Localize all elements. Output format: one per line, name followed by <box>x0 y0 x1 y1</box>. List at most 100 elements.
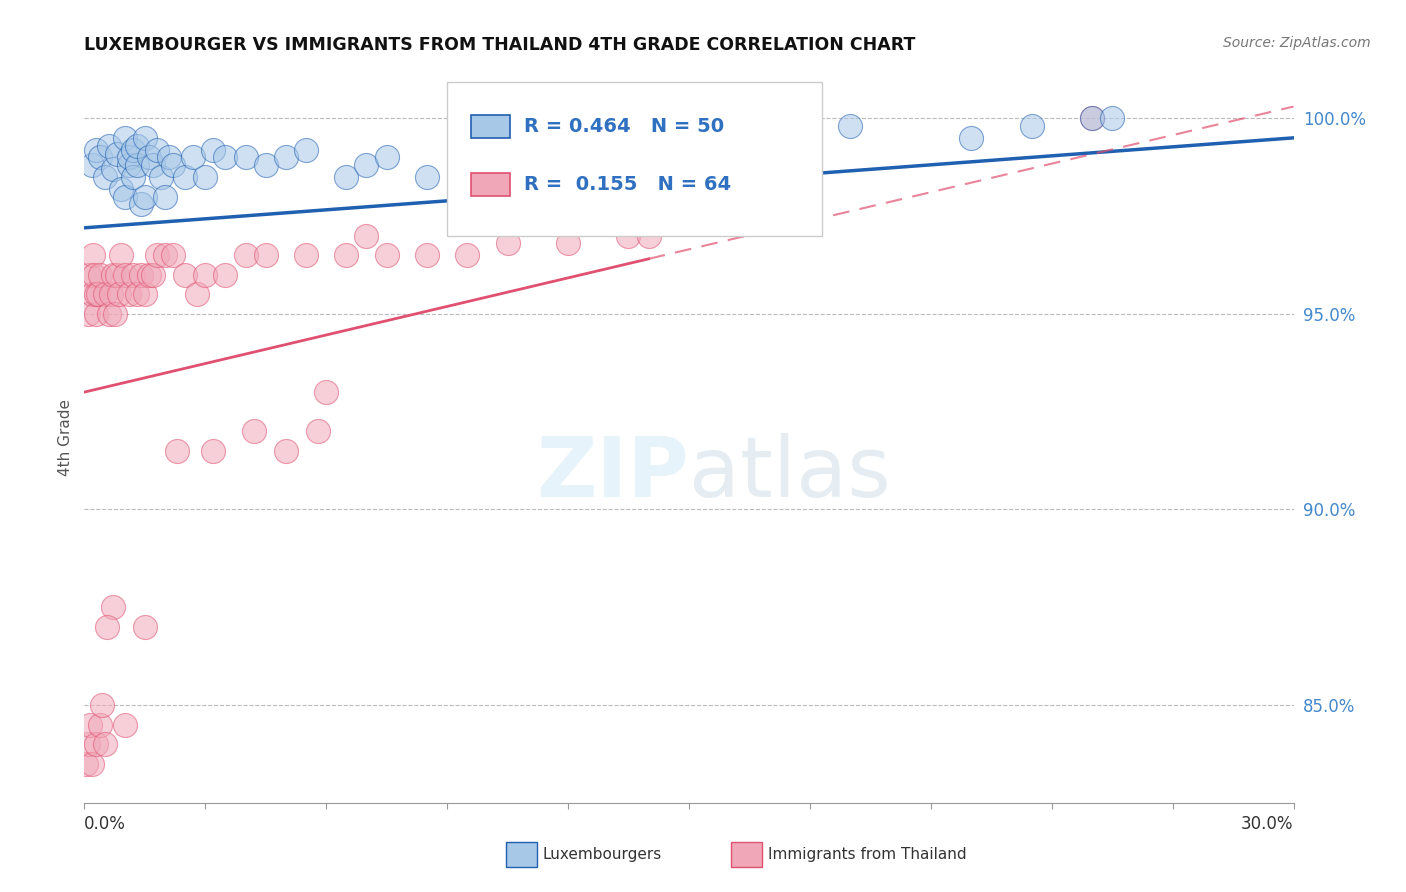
Point <box>134 620 156 634</box>
Point <box>82 756 104 771</box>
Point <box>375 248 398 262</box>
Text: atlas: atlas <box>689 434 890 514</box>
Point <box>129 197 152 211</box>
Point <box>1081 112 1104 126</box>
Point <box>110 248 132 262</box>
Point <box>839 119 862 133</box>
Point <box>356 158 378 172</box>
Point <box>162 248 184 262</box>
Point <box>121 143 143 157</box>
Point <box>758 131 780 145</box>
Point <box>537 209 560 223</box>
Point <box>97 138 120 153</box>
Point <box>101 162 124 177</box>
Point <box>235 248 257 262</box>
Point <box>1081 112 1104 126</box>
Point <box>186 287 208 301</box>
FancyBboxPatch shape <box>447 82 823 235</box>
Point <box>91 698 114 712</box>
Point <box>375 150 398 164</box>
Point <box>214 150 236 164</box>
FancyBboxPatch shape <box>471 173 510 196</box>
Point <box>80 287 103 301</box>
Point <box>107 287 129 301</box>
Point <box>93 287 115 301</box>
Point <box>658 131 681 145</box>
Point <box>162 158 184 172</box>
Point <box>307 424 329 438</box>
Point <box>129 268 152 282</box>
Point <box>87 287 110 301</box>
Point <box>153 189 176 203</box>
Point <box>142 268 165 282</box>
Point <box>86 143 108 157</box>
Point <box>105 146 128 161</box>
Point <box>134 189 156 203</box>
Point <box>89 150 111 164</box>
Point <box>456 248 478 262</box>
Point <box>637 228 659 243</box>
Point <box>89 268 111 282</box>
Point <box>174 268 197 282</box>
Point <box>118 150 141 164</box>
Point <box>121 169 143 184</box>
Point <box>254 248 277 262</box>
Point <box>202 143 225 157</box>
Point <box>295 143 318 157</box>
Point <box>146 248 169 262</box>
Point <box>86 287 108 301</box>
Point <box>84 307 107 321</box>
Point <box>1101 112 1123 126</box>
Point <box>416 169 439 184</box>
FancyBboxPatch shape <box>471 114 510 138</box>
Text: Luxembourgers: Luxembourgers <box>543 847 662 862</box>
Text: ZIP: ZIP <box>537 434 689 514</box>
Point <box>598 138 620 153</box>
Point <box>134 131 156 145</box>
Point <box>82 248 104 262</box>
Point <box>118 158 141 172</box>
Point <box>157 150 180 164</box>
Point <box>960 131 983 145</box>
Point <box>89 717 111 731</box>
Point <box>153 248 176 262</box>
Point <box>166 443 188 458</box>
Point <box>254 158 277 172</box>
Point <box>516 143 538 157</box>
Point <box>86 737 108 751</box>
Point <box>83 268 105 282</box>
Text: 30.0%: 30.0% <box>1241 814 1294 832</box>
Point <box>138 268 160 282</box>
Point <box>114 131 136 145</box>
Point <box>1021 119 1043 133</box>
Point <box>79 717 101 731</box>
Point <box>105 268 128 282</box>
Point <box>335 169 357 184</box>
Point <box>235 150 257 164</box>
Point <box>118 287 141 301</box>
Point <box>356 228 378 243</box>
Point <box>110 182 132 196</box>
Point <box>100 287 122 301</box>
Point <box>134 287 156 301</box>
Point <box>274 150 297 164</box>
Point <box>149 169 172 184</box>
Point <box>174 169 197 184</box>
Text: Immigrants from Thailand: Immigrants from Thailand <box>768 847 966 862</box>
Point <box>242 424 264 438</box>
Point <box>77 268 100 282</box>
Point <box>121 268 143 282</box>
Point <box>93 169 115 184</box>
Point <box>335 248 357 262</box>
Point <box>125 287 148 301</box>
Point <box>146 143 169 157</box>
Point <box>97 307 120 321</box>
Point <box>138 150 160 164</box>
Point <box>114 717 136 731</box>
Point <box>496 236 519 251</box>
Text: LUXEMBOURGER VS IMMIGRANTS FROM THAILAND 4TH GRADE CORRELATION CHART: LUXEMBOURGER VS IMMIGRANTS FROM THAILAND… <box>84 36 915 54</box>
Point <box>181 150 204 164</box>
Point <box>125 138 148 153</box>
Point <box>104 307 127 321</box>
Point <box>125 158 148 172</box>
